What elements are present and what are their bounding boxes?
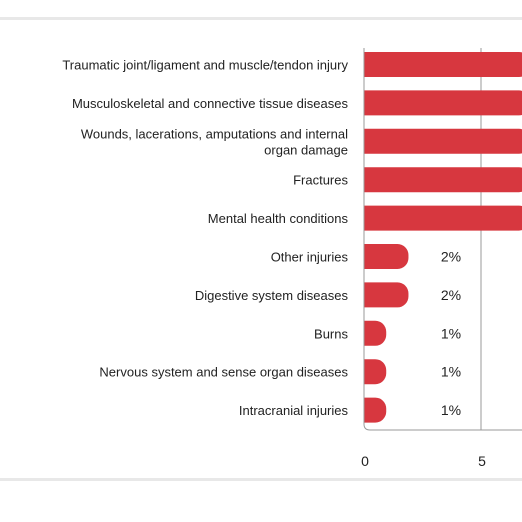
value-label: 1% (441, 402, 461, 418)
category-label: Intracranial injuries (239, 403, 349, 418)
category-label: Other injuries (271, 250, 349, 265)
value-label: 1% (441, 364, 461, 380)
bar (364, 90, 522, 116)
x-axis-line (363, 48, 522, 431)
top-divider (0, 17, 522, 20)
bar (364, 167, 522, 193)
x-tick-label: 5 (478, 453, 486, 469)
category-label: Nervous system and sense organ diseases (99, 365, 348, 380)
category-label: Wounds, lacerations, amputations and int… (81, 126, 348, 141)
category-label: Traumatic joint/ligament and muscle/tend… (62, 58, 348, 73)
value-label: 2% (441, 249, 461, 265)
category-label: organ damage (264, 142, 348, 157)
x-tick-label: 0 (361, 453, 369, 469)
bar (364, 397, 387, 423)
bar (364, 52, 522, 77)
bottom-divider (0, 478, 522, 481)
bar (364, 282, 409, 308)
bar (364, 244, 409, 269)
bar (364, 205, 522, 231)
category-label: Musculoskeletal and connective tissue di… (72, 96, 349, 111)
bar (364, 128, 522, 154)
value-label: 2% (441, 287, 461, 303)
category-label: Fractures (293, 173, 348, 188)
bar (364, 320, 387, 346)
bar (364, 359, 387, 385)
value-label: 1% (441, 325, 461, 341)
category-label: Mental health conditions (208, 211, 349, 226)
category-label: Burns (314, 326, 348, 341)
category-label: Digestive system diseases (195, 288, 349, 303)
